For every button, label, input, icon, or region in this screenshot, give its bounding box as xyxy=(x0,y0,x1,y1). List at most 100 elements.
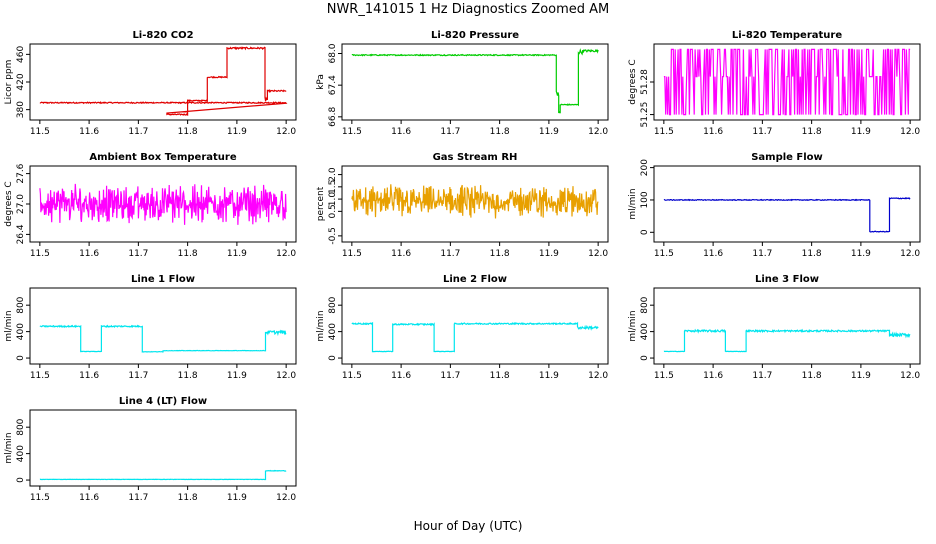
x-tick-label: 11.6 xyxy=(391,371,411,381)
panel-title: Li-820 Pressure xyxy=(431,30,519,41)
x-tick-label: 11.8 xyxy=(178,371,198,381)
y-tick-label: 420 xyxy=(16,73,26,90)
plot-frame xyxy=(653,165,921,243)
series-line xyxy=(39,469,287,481)
y-tick-label: 800 xyxy=(640,296,650,313)
x-tick-label: 11.6 xyxy=(79,127,99,137)
y-tick-label: 400 xyxy=(16,323,26,340)
x-tick-label: 11.9 xyxy=(539,371,559,381)
panel-4: Gas Stream RH 11.5 11.6 11.7 11.8 11.9 12.0 -0.… xyxy=(316,152,609,259)
x-tick-label: 11.8 xyxy=(178,493,198,503)
x-tick-label: 11.8 xyxy=(178,249,198,259)
y-tick-label: 2.0 xyxy=(328,167,338,182)
panel-1: Li-820 Pressure 11.5 11.6 11.7 11.8 11.9 12.0 6… xyxy=(316,30,609,137)
panel-title: Li-820 CO2 xyxy=(132,30,193,41)
x-tick-label: 11.8 xyxy=(802,127,822,137)
x-tick-label: 11.5 xyxy=(654,371,674,381)
y-tick-label: 0.5 xyxy=(328,204,338,218)
x-tick-label: 11.7 xyxy=(128,371,148,381)
y-tick-label: 0 xyxy=(640,229,650,235)
panel-title: Ambient Box Temperature xyxy=(89,152,236,163)
y-tick-label: 0 xyxy=(16,355,26,361)
panel-title: Sample Flow xyxy=(751,152,823,163)
x-tick-label: 11.8 xyxy=(802,371,822,381)
y-tick-label: 800 xyxy=(16,296,26,313)
y-axis-label: Licor ppm xyxy=(4,60,14,105)
series-line xyxy=(39,324,287,353)
panel-6: Line 1 Flow 11.5 11.6 11.7 11.8 11.9 12.0 0 400 8… xyxy=(4,274,297,381)
x-tick-label: 11.6 xyxy=(79,493,99,503)
panel-title: Line 4 (LT) Flow xyxy=(119,396,207,407)
y-tick-label: 68.0 xyxy=(328,43,338,63)
x-tick-label: 11.6 xyxy=(79,371,99,381)
y-axis-label: percent xyxy=(316,186,326,221)
plot-frame xyxy=(29,43,297,121)
y-tick-label: 400 xyxy=(640,323,650,340)
x-tick-label: 11.8 xyxy=(490,127,510,137)
x-tick-label: 11.9 xyxy=(227,127,247,137)
x-tick-label: 12.0 xyxy=(588,127,608,137)
x-tick-label: 11.6 xyxy=(391,249,411,259)
y-tick-label: 0 xyxy=(640,355,650,361)
y-tick-label: 1.5 xyxy=(328,180,338,194)
x-tick-label: 11.5 xyxy=(654,249,674,259)
panel-0: Li-820 CO2 11.5 11.6 11.7 11.8 11.9 12.0 380 420… xyxy=(4,30,297,137)
y-tick-label: 66.8 xyxy=(328,107,338,127)
panels: Li-820 CO2 11.5 11.6 11.7 11.8 11.9 12.0 380 420… xyxy=(4,30,921,503)
y-tick-label: 400 xyxy=(328,323,338,340)
y-tick-label: 0 xyxy=(16,477,26,483)
x-tick-label: 11.7 xyxy=(752,127,772,137)
y-tick-label: 100 xyxy=(640,191,650,208)
plot-frame xyxy=(341,165,609,243)
x-tick-label: 12.0 xyxy=(276,371,296,381)
plot-frame xyxy=(29,287,297,365)
panel-title: Li-820 Temperature xyxy=(732,30,842,41)
y-tick-label: 67.4 xyxy=(328,75,338,95)
panel-title: Line 2 Flow xyxy=(443,274,507,285)
x-tick-label: 11.9 xyxy=(851,371,871,381)
x-tick-label: 11.7 xyxy=(440,249,460,259)
x-tick-label: 11.8 xyxy=(178,127,198,137)
x-tick-label: 11.6 xyxy=(79,249,99,259)
x-tick-label: 12.0 xyxy=(588,249,608,259)
series-line xyxy=(39,183,287,225)
x-tick-label: 12.0 xyxy=(276,127,296,137)
panel-2: Li-820 Temperature 11.5 11.6 11.7 11.8 11.9 12… xyxy=(628,30,921,137)
panel-5: Sample Flow 11.5 11.6 11.7 11.8 11.9 12.0 0 100 2… xyxy=(628,152,921,259)
series-line xyxy=(351,184,599,219)
y-tick-label: -0.5 xyxy=(328,227,338,245)
panel-7: Line 2 Flow 11.5 11.6 11.7 11.8 11.9 12.0 0 400 8… xyxy=(316,274,609,381)
x-tick-label: 12.0 xyxy=(276,249,296,259)
x-tick-label: 11.5 xyxy=(342,249,362,259)
panel-title: Gas Stream RH xyxy=(433,152,518,163)
x-tick-label: 11.9 xyxy=(227,249,247,259)
x-tick-label: 11.6 xyxy=(391,127,411,137)
x-tick-label: 11.5 xyxy=(30,249,50,259)
figure-title: NWR_141015 1 Hz Diagnostics Zoomed AM xyxy=(327,2,610,17)
y-axis-label: ml/min xyxy=(4,432,14,463)
x-tick-label: 11.9 xyxy=(851,249,871,259)
panel-9: Line 4 (LT) Flow 11.5 11.6 11.7 11.8 11.9 12.0… xyxy=(4,396,297,503)
x-tick-label: 11.7 xyxy=(128,127,148,137)
x-tick-label: 11.9 xyxy=(851,127,871,137)
x-tick-label: 12.0 xyxy=(588,371,608,381)
y-tick-label: 800 xyxy=(328,296,338,313)
x-tick-label: 11.9 xyxy=(539,249,559,259)
y-axis-label: kPa xyxy=(316,74,326,90)
x-tick-label: 12.0 xyxy=(900,371,920,381)
x-tick-label: 11.6 xyxy=(703,127,723,137)
x-axis-label: Hour of Day (UTC) xyxy=(414,519,523,533)
series-line xyxy=(663,48,911,116)
y-tick-label: 460 xyxy=(16,46,26,63)
series-line xyxy=(663,328,911,353)
x-tick-label: 11.7 xyxy=(440,371,460,381)
x-tick-label: 12.0 xyxy=(900,127,920,137)
x-tick-label: 11.6 xyxy=(703,371,723,381)
plot-frame xyxy=(341,287,609,365)
y-axis-label: ml/min xyxy=(628,188,638,219)
x-tick-label: 11.6 xyxy=(703,249,723,259)
y-axis-label: degrees C xyxy=(4,181,14,226)
y-tick-label: 27.0 xyxy=(16,194,26,214)
